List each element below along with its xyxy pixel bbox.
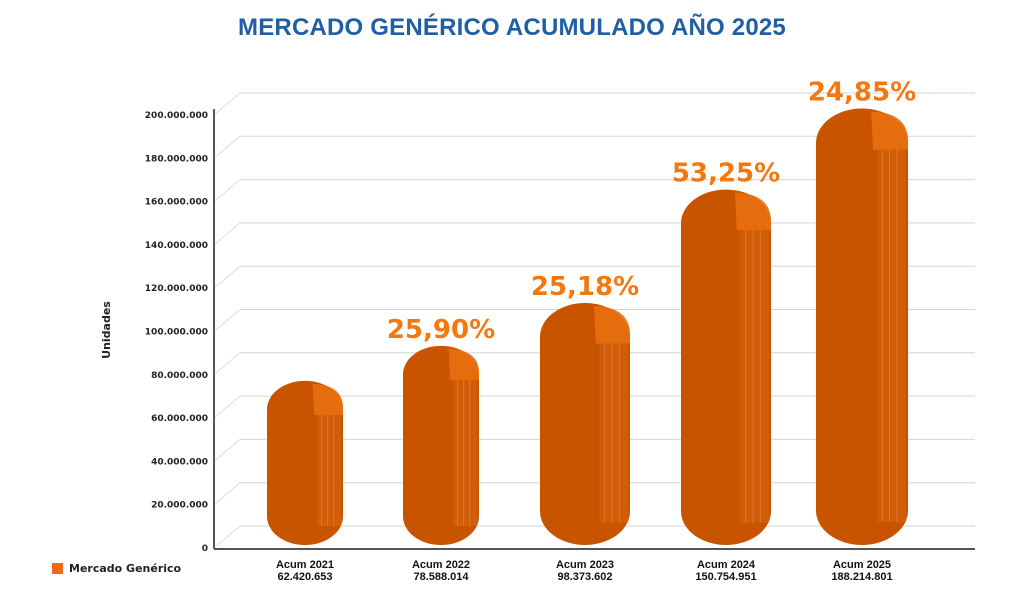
growth-label: 25,90%: [387, 315, 495, 345]
legend-label: Mercado Genérico: [69, 562, 182, 575]
x-value-label: 62.420.653: [277, 571, 332, 583]
growth-label: 25,18%: [531, 272, 639, 302]
grid-diagonal: [213, 222, 241, 246]
growth-label: 53,25%: [672, 159, 780, 189]
grid-diagonal: [213, 482, 241, 506]
y-axis-label: Unidades: [100, 301, 113, 359]
legend-swatch: [52, 563, 63, 574]
bar-top-highlight: [448, 348, 479, 381]
x-value-label: 150.754.951: [695, 571, 756, 583]
grid-diagonal: [213, 179, 241, 202]
x-category-label: Acum 2025: [833, 559, 891, 571]
legend: Mercado Genérico: [52, 562, 181, 575]
y-tick-label: 200.000.000: [145, 111, 208, 121]
grid-diagonal: [213, 135, 241, 159]
bar-top-highlight: [312, 383, 343, 416]
bar-top-highlight: [735, 192, 771, 231]
y-tick-label: 100.000.000: [145, 328, 208, 338]
x-value-label: 78.588.014: [413, 571, 469, 583]
x-category-label: Acum 2021: [276, 559, 334, 571]
grid-diagonal: [213, 439, 241, 462]
grid-diagonal: [213, 265, 241, 289]
bar-top-highlight: [871, 111, 908, 150]
growth-label: 24,85%: [808, 78, 916, 108]
y-tick-label: 140.000.000: [145, 241, 208, 251]
grid-diagonal: [213, 309, 241, 332]
bar-side-highlight: [453, 380, 478, 526]
bar-side-highlight: [317, 415, 342, 526]
y-tick-label: 80.000.000: [151, 371, 208, 381]
grid-diagonal: [213, 395, 241, 419]
grid-diagonal: [213, 525, 241, 549]
bar-side-highlight: [876, 149, 907, 522]
chart-title: MERCADO GENÉRICO ACUMULADO AÑO 2025: [238, 14, 786, 41]
grid-diagonal: [213, 352, 241, 376]
y-tick-label: 40.000.000: [151, 457, 208, 467]
bar-side-highlight: [599, 343, 629, 523]
x-value-label: 98.373.602: [557, 571, 612, 583]
x-category-label: Acum 2022: [412, 559, 470, 571]
y-tick-label: 120.000.000: [145, 284, 208, 294]
y-tick-label: 160.000.000: [145, 198, 208, 208]
x-category-label: Acum 2024: [697, 559, 756, 571]
x-value-label: 188.214.801: [831, 571, 892, 583]
y-tick-label: 0: [202, 544, 208, 554]
grid-diagonal: [213, 92, 241, 116]
y-tick-label: 60.000.000: [151, 414, 208, 424]
y-tick-label: 20.000.000: [151, 501, 208, 511]
y-tick-label: 180.000.000: [145, 154, 208, 164]
x-category-label: Acum 2023: [556, 559, 614, 571]
bar-side-highlight: [740, 230, 770, 523]
bar-top-highlight: [594, 306, 630, 344]
